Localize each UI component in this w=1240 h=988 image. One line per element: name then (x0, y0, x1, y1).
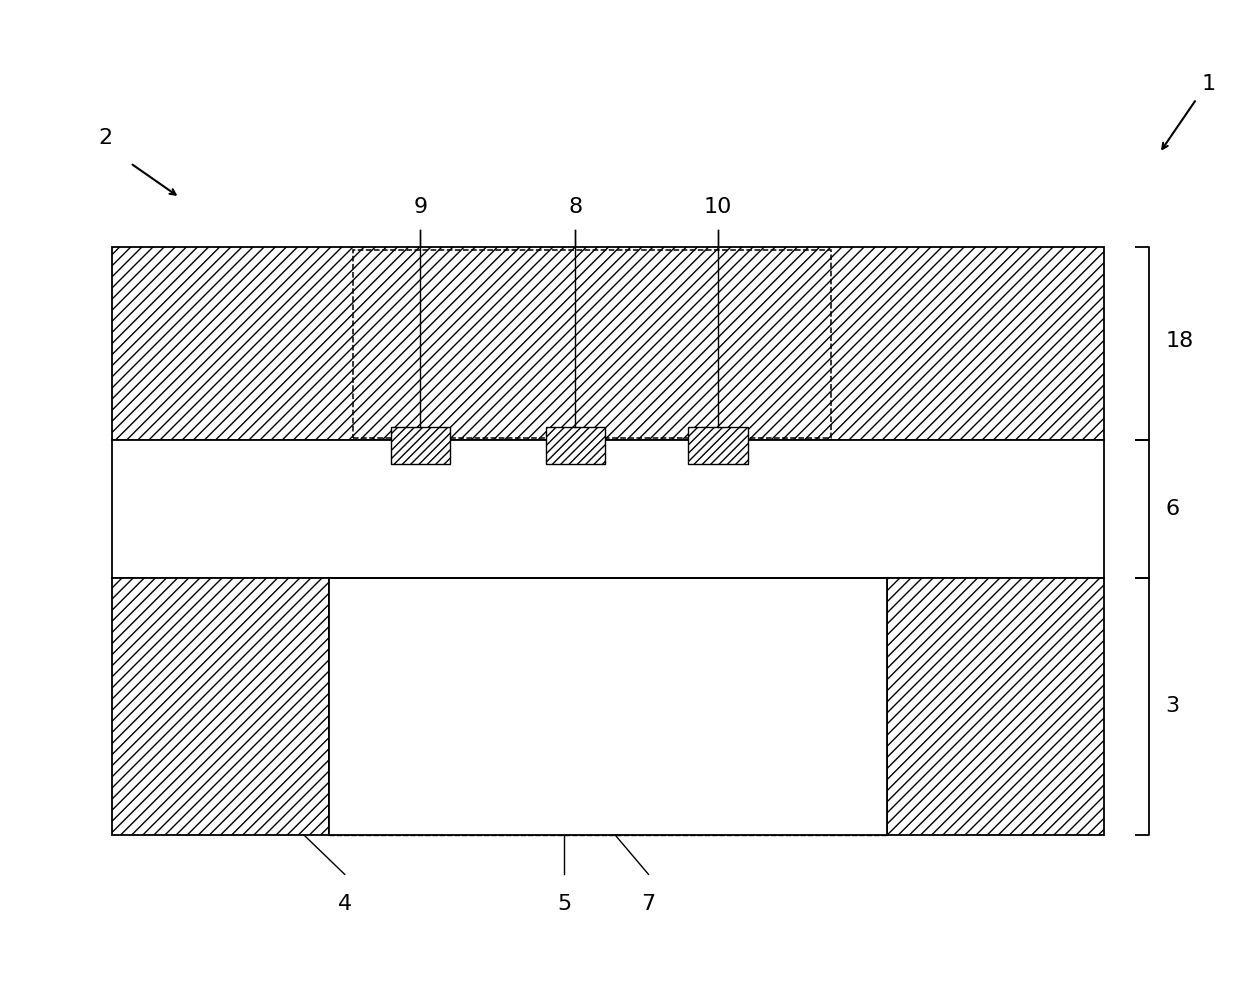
Bar (112, 247, 1104, 440)
Bar (112, 578, 329, 835)
Text: 7: 7 (641, 894, 656, 914)
Bar (546, 427, 605, 464)
Bar (329, 578, 887, 835)
Text: 2: 2 (98, 128, 113, 148)
Text: 6: 6 (1166, 499, 1179, 519)
Text: 3: 3 (1166, 697, 1179, 716)
Text: 10: 10 (704, 198, 732, 217)
Text: 5: 5 (557, 894, 572, 914)
Bar (112, 440, 1104, 578)
Text: 8: 8 (568, 198, 583, 217)
Text: 18: 18 (1166, 331, 1194, 351)
Text: 1: 1 (1202, 74, 1216, 94)
Text: 9: 9 (413, 198, 428, 217)
Bar (688, 427, 748, 464)
Bar (391, 427, 450, 464)
Text: 4: 4 (337, 894, 352, 914)
Bar (887, 578, 1104, 835)
Bar (353, 250, 831, 438)
